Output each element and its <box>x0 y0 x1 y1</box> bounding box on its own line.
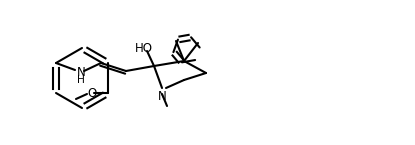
Text: N: N <box>77 66 86 78</box>
Text: O: O <box>87 87 97 99</box>
Text: N: N <box>158 90 166 103</box>
Text: H: H <box>77 75 85 85</box>
Text: HO: HO <box>135 41 153 55</box>
